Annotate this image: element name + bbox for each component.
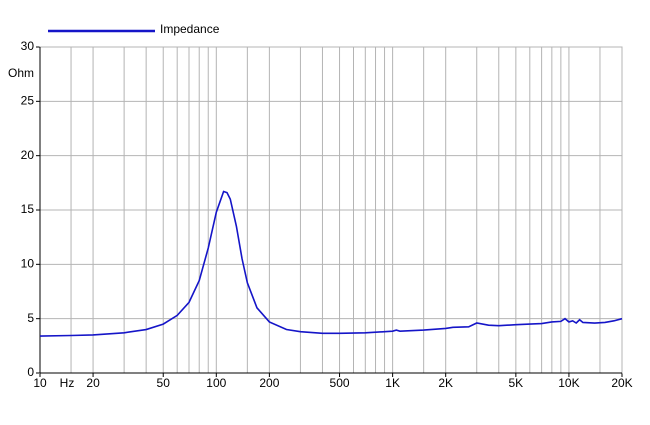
x-tick-label: 10 (33, 376, 47, 390)
x-tick-label: 2K (438, 376, 453, 390)
x-tick-label: 20 (86, 376, 100, 390)
y-unit: Ohm (8, 66, 34, 80)
impedance-line (39, 190, 623, 337)
y-tick-label: 20 (21, 148, 35, 162)
y-tick-label: 5 (27, 311, 34, 325)
x-tick-label: 200 (259, 376, 279, 390)
x-tick-label: 500 (330, 376, 350, 390)
x-tick-label: 50 (157, 376, 171, 390)
x-tick-label: 20K (611, 376, 632, 390)
legend-label: Impedance (160, 22, 220, 36)
y-tick-label: 10 (21, 257, 35, 271)
y-tick-label: 30 (21, 39, 35, 53)
x-tick-label: 5K (509, 376, 524, 390)
y-tick-label: 0 (27, 365, 34, 379)
x-unit: Hz (60, 376, 75, 390)
y-tick-label: 15 (21, 202, 35, 216)
y-tick-label: 25 (21, 94, 35, 108)
x-tick-label: 100 (206, 376, 226, 390)
x-tick-label: 10K (558, 376, 579, 390)
x-tick-label: 1K (385, 376, 400, 390)
